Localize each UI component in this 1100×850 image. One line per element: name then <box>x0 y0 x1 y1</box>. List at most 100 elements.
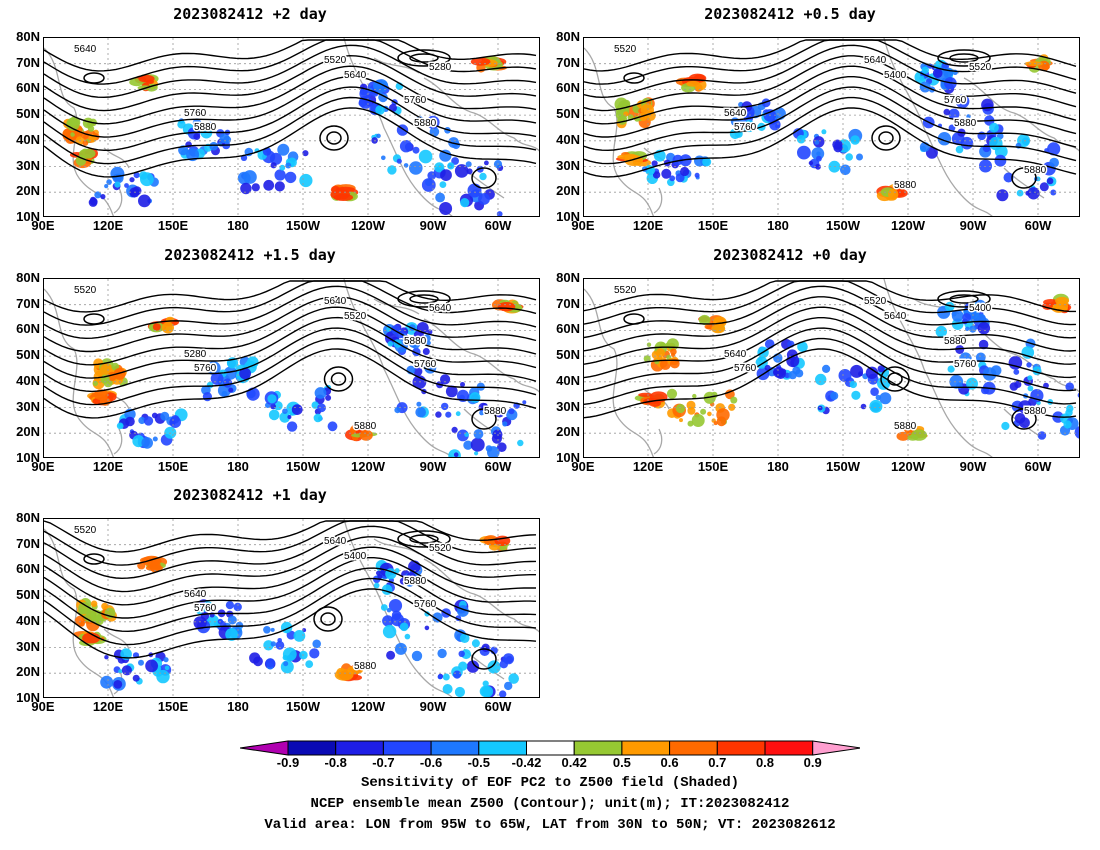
shading-cell <box>287 415 292 419</box>
lon-tick-label: 60W <box>484 699 512 714</box>
shading-cell <box>1063 420 1072 429</box>
shading-cell <box>1065 382 1074 391</box>
shading-cell <box>955 345 965 354</box>
z500-contour <box>44 44 537 99</box>
panel-title: 2023082412 +1.5 day <box>164 246 336 264</box>
z500-contour <box>584 55 1077 112</box>
contour-label: 5640 <box>429 303 452 314</box>
shading-cell <box>82 140 89 146</box>
shading-cell <box>979 159 992 173</box>
lon-tick-label: 90E <box>31 699 55 714</box>
shading-cell <box>118 423 123 428</box>
shading-cell <box>651 160 658 167</box>
lon-tick-label: 60W <box>1024 218 1052 233</box>
shading-cell <box>508 673 519 684</box>
shading-cell <box>309 648 320 659</box>
shading-cell <box>222 378 233 388</box>
shading-cell <box>411 650 423 662</box>
lon-tick-label: 90W <box>959 218 987 233</box>
lon-tick-label: 150W <box>826 218 860 233</box>
contour-label: 5760 <box>414 359 437 370</box>
shading-cell <box>439 181 447 189</box>
shading-cell <box>432 612 443 623</box>
shading-cell <box>981 98 994 112</box>
shading-cell <box>104 655 109 660</box>
shading-cell <box>821 129 827 135</box>
shading-cell <box>504 681 513 691</box>
shading-cell <box>427 329 433 335</box>
shading-cell <box>921 66 929 74</box>
z500-contour <box>584 96 1077 165</box>
z500-contour <box>44 546 537 606</box>
z500-contour <box>584 296 1077 352</box>
shading-cell <box>152 323 161 331</box>
lat-tick-label: 30N <box>16 638 40 654</box>
lat-tick-label: 70N <box>556 54 580 70</box>
lat-tick-label: 10N <box>16 208 40 224</box>
coastline <box>883 38 993 216</box>
lon-tick-label: 90W <box>419 218 447 233</box>
shading-cell <box>977 322 991 335</box>
shading-cell <box>382 615 394 627</box>
shading-cell <box>1027 375 1033 381</box>
shading-cell <box>239 367 252 380</box>
lon-tick-label: 90E <box>571 218 595 233</box>
closed-contour <box>880 366 910 392</box>
lon-tick-label: 120W <box>891 218 925 233</box>
lon-tick-label: 180 <box>227 218 249 233</box>
lon-tick-label: 150E <box>697 459 729 474</box>
colorbar-swatch <box>621 740 671 756</box>
shading-cell <box>185 141 192 148</box>
shading-cell <box>391 610 402 621</box>
shading-cell <box>830 391 839 400</box>
shading-cell <box>270 627 275 632</box>
map-area: 5520 5520 5640 5400 5640 5760 5880 5760 5880 5880 <box>583 278 1080 458</box>
contour-label: 5880 <box>404 336 427 347</box>
shading-cell <box>670 348 677 355</box>
z500-contour <box>584 327 1077 392</box>
shading-cell <box>375 105 385 115</box>
shading-cell <box>359 429 373 441</box>
map-svg: 5520 5640 5400 5520 5640 5760 5880 5760 5880 <box>44 519 539 697</box>
colorbar-tick-label: 0.42 <box>561 755 587 770</box>
shading-cell <box>270 641 276 647</box>
shading-cell <box>652 171 661 179</box>
shading-cell <box>702 157 712 167</box>
shading-cell <box>445 411 452 418</box>
shading-cell <box>919 75 925 81</box>
contour-label: 5760 <box>194 603 217 614</box>
shading-cell <box>700 408 707 415</box>
shading-cell <box>675 403 686 414</box>
shading-cell <box>113 680 123 689</box>
contour-label: 5640 <box>884 311 907 322</box>
closed-contour <box>887 372 903 386</box>
shading-cell <box>193 133 201 140</box>
shading-cell <box>816 155 822 162</box>
colorbar-tick-label: -0.42 <box>511 755 542 770</box>
map-svg: 5520 5640 5520 5640 5280 5760 5880 5760 5880 5880 <box>44 279 539 457</box>
shading-cell <box>195 604 206 615</box>
z500-contour <box>584 76 1077 138</box>
contour-label: 5520 <box>614 285 637 296</box>
shading-cell <box>479 410 485 416</box>
lon-tick-label: 120E <box>92 459 124 474</box>
shading-cell <box>265 658 276 668</box>
contour-label: 5880 <box>414 118 437 129</box>
lat-tick-label: 70N <box>16 54 40 70</box>
shading-cell <box>110 166 125 181</box>
lat-tick-label: 50N <box>16 106 40 122</box>
shading-cell <box>94 191 102 199</box>
closed-contour <box>319 125 349 151</box>
shading-cell <box>137 562 146 570</box>
shading-cell <box>955 94 970 109</box>
shading-cell <box>453 452 459 457</box>
shading-cell <box>492 429 503 440</box>
contour-label: 5640 <box>724 108 747 119</box>
lat-tick-label: 30N <box>556 398 580 414</box>
contour-label: 5640 <box>184 589 207 600</box>
shading-cell <box>325 394 332 401</box>
shading-cell <box>389 103 397 112</box>
shading-cell <box>460 382 465 387</box>
map-area: 5520 5640 5400 5520 5640 5760 5880 5760 5880 <box>43 518 540 698</box>
shading-cell <box>156 669 170 684</box>
